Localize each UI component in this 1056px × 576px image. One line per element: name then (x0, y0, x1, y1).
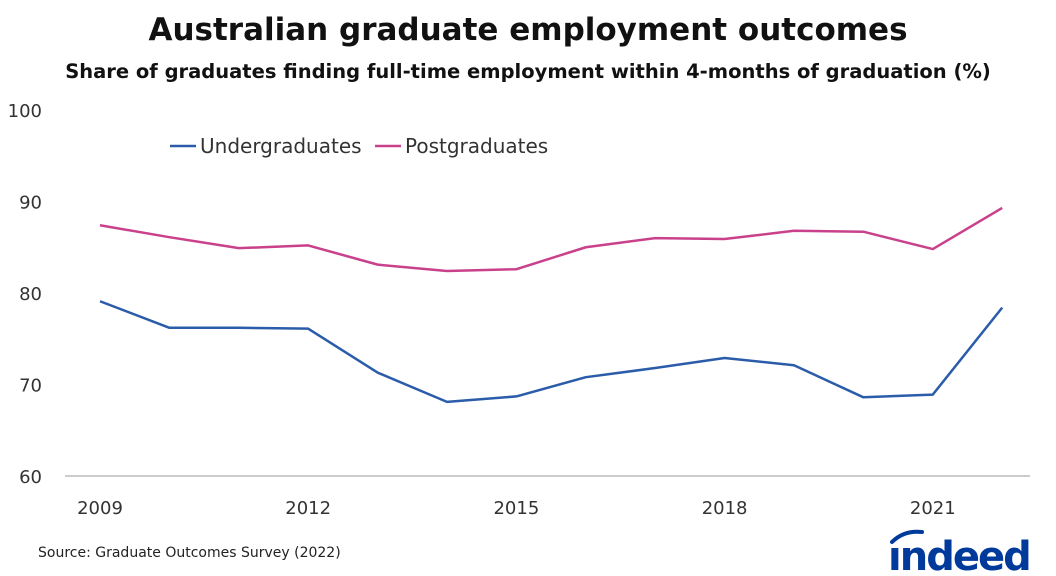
chart-subtitle: Share of graduates finding full-time emp… (65, 60, 991, 83)
x-tick-label: 2012 (285, 498, 331, 519)
source-note: Source: Graduate Outcomes Survey (2022) (38, 545, 341, 561)
series-line-postgraduates (99, 206, 1003, 273)
y-tick-label: 70 (19, 376, 42, 397)
svg-text:ındeed: ındeed (888, 534, 1030, 576)
y-tick-label: 90 (19, 193, 42, 214)
y-tick-label: 80 (19, 284, 42, 305)
y-tick-label: 60 (19, 467, 42, 488)
y-tick-label: 100 (8, 101, 42, 122)
indeed-logo: ındeed (888, 529, 1032, 576)
legend-label: Postgraduates (405, 134, 548, 158)
x-tick-label: 2021 (910, 498, 956, 519)
legend-label: Undergraduates (200, 134, 362, 158)
x-tick-label: 2018 (702, 498, 748, 519)
x-tick-label: 2009 (77, 498, 123, 519)
series-line-undergraduates (99, 300, 1004, 404)
x-tick-label: 2015 (493, 498, 539, 519)
chart-title: Australian graduate employment outcomes (148, 12, 908, 48)
